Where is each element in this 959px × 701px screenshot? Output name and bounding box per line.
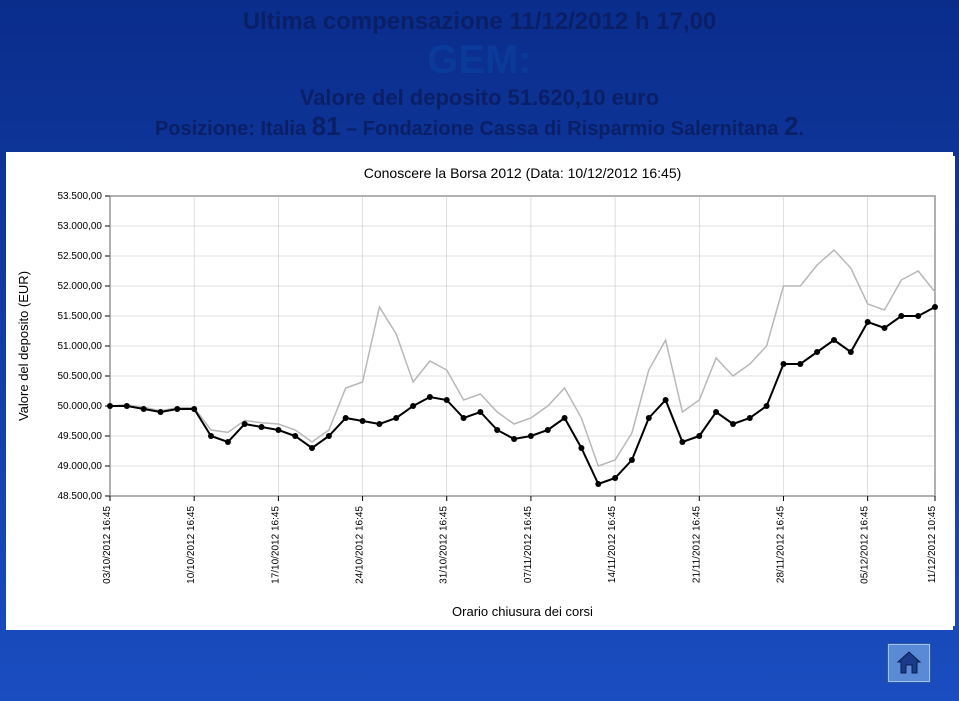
series-main-marker <box>410 403 416 409</box>
chart-container: Conoscere la Borsa 2012 (Data: 10/12/201… <box>6 152 953 630</box>
xtick-label: 28/11/2012 16:45 <box>775 506 786 584</box>
series-main-marker <box>393 415 399 421</box>
header-line1: Ultima compensazione 11/12/2012 h 17,00 <box>0 8 959 36</box>
series-main-marker <box>174 406 180 412</box>
header-gem: GEM: <box>0 38 959 83</box>
xtick-label: 17/10/2012 16:45 <box>270 506 281 584</box>
xtick-label: 11/12/2012 10:45 <box>927 506 938 584</box>
ytick-label: 53.500,00 <box>58 191 103 202</box>
series-main-marker <box>275 427 281 433</box>
xtick-label: 21/11/2012 16:45 <box>691 506 702 584</box>
series-main-marker <box>663 397 669 403</box>
series-main-marker <box>679 439 685 445</box>
series-main-marker <box>225 439 231 445</box>
ytick-label: 53.000,00 <box>58 221 103 232</box>
header-line3: Posizione: Italia 81 – Fondazione Cassa … <box>0 111 959 142</box>
header-line2-prefix: Valore del deposito <box>300 85 508 110</box>
header-line3-prefix: Posizione: Italia <box>155 118 312 140</box>
series-main-marker <box>309 445 315 451</box>
series-main-marker <box>713 409 719 415</box>
series-main-marker <box>511 436 517 442</box>
series-main-marker <box>376 421 382 427</box>
series-main-marker <box>158 409 164 415</box>
series-main-marker <box>747 415 753 421</box>
series-main-marker <box>141 406 147 412</box>
series-main-marker <box>326 433 332 439</box>
ytick-label: 52.500,00 <box>58 251 103 262</box>
series-main-marker <box>932 304 938 310</box>
xtick-label: 07/11/2012 16:45 <box>523 506 534 584</box>
series-main-marker <box>646 415 652 421</box>
line-chart: Conoscere la Borsa 2012 (Data: 10/12/201… <box>10 156 955 626</box>
series-main-marker <box>107 403 113 409</box>
ytick-label: 48.500,00 <box>58 491 103 502</box>
series-main-marker <box>848 349 854 355</box>
series-main-marker <box>882 325 888 331</box>
header-line3-rank: 81 <box>312 111 341 141</box>
ytick-label: 49.000,00 <box>58 461 103 472</box>
series-main-marker <box>259 424 265 430</box>
series-main-marker <box>730 421 736 427</box>
series-main-marker <box>545 427 551 433</box>
ytick-label: 51.500,00 <box>58 311 103 322</box>
xtick-label: 10/10/2012 16:45 <box>186 506 197 584</box>
header-line3-sep: – Fondazione Cassa di Risparmio Salernit… <box>341 118 784 140</box>
series-main-marker <box>191 406 197 412</box>
ylabel: Valore del deposito (EUR) <box>16 271 31 421</box>
header-block: Ultima compensazione 11/12/2012 h 17,00 … <box>0 0 959 146</box>
series-main-marker <box>444 397 450 403</box>
xtick-label: 03/10/2012 16:45 <box>102 506 113 584</box>
header-line2-value: 51.620,10 euro <box>508 85 660 110</box>
xtick-label: 31/10/2012 16:45 <box>439 506 450 584</box>
series-main-marker <box>814 349 820 355</box>
header-line3-suffix: . <box>799 118 805 140</box>
ytick-label: 52.000,00 <box>58 281 103 292</box>
series-main-marker <box>124 403 130 409</box>
header-line2: Valore del deposito 51.620,10 euro <box>0 85 959 111</box>
header-line3-rank2: 2 <box>784 111 798 141</box>
series-main-marker <box>477 409 483 415</box>
series-main-marker <box>595 481 601 487</box>
series-main-marker <box>208 433 214 439</box>
ytick-label: 49.500,00 <box>58 431 103 442</box>
series-main-marker <box>781 361 787 367</box>
series-main-marker <box>865 319 871 325</box>
series-main-marker <box>764 403 770 409</box>
home-button[interactable] <box>887 643 931 683</box>
series-main-marker <box>461 415 467 421</box>
series-main-marker <box>898 313 904 319</box>
series-main-marker <box>562 415 568 421</box>
xtick-label: 05/12/2012 16:45 <box>860 506 871 584</box>
series-main-marker <box>696 433 702 439</box>
series-main-marker <box>494 427 500 433</box>
series-main-marker <box>797 361 803 367</box>
xtick-label: 14/11/2012 16:45 <box>607 506 618 584</box>
home-icon <box>894 648 924 676</box>
ytick-label: 51.000,00 <box>58 341 103 352</box>
series-main-marker <box>915 313 921 319</box>
series-main-marker <box>343 415 349 421</box>
ytick-label: 50.000,00 <box>58 401 103 412</box>
series-main-marker <box>360 418 366 424</box>
xlabel: Orario chiusura dei corsi <box>452 604 593 619</box>
series-main-marker <box>629 457 635 463</box>
ytick-label: 50.500,00 <box>58 371 103 382</box>
chart-title: Conoscere la Borsa 2012 (Data: 10/12/201… <box>364 165 682 181</box>
series-main-marker <box>578 445 584 451</box>
series-main-marker <box>427 394 433 400</box>
series-main-marker <box>292 433 298 439</box>
xtick-label: 24/10/2012 16:45 <box>355 506 366 584</box>
series-main-marker <box>831 337 837 343</box>
series-main-marker <box>242 421 248 427</box>
series-main-marker <box>612 475 618 481</box>
series-main-marker <box>528 433 534 439</box>
